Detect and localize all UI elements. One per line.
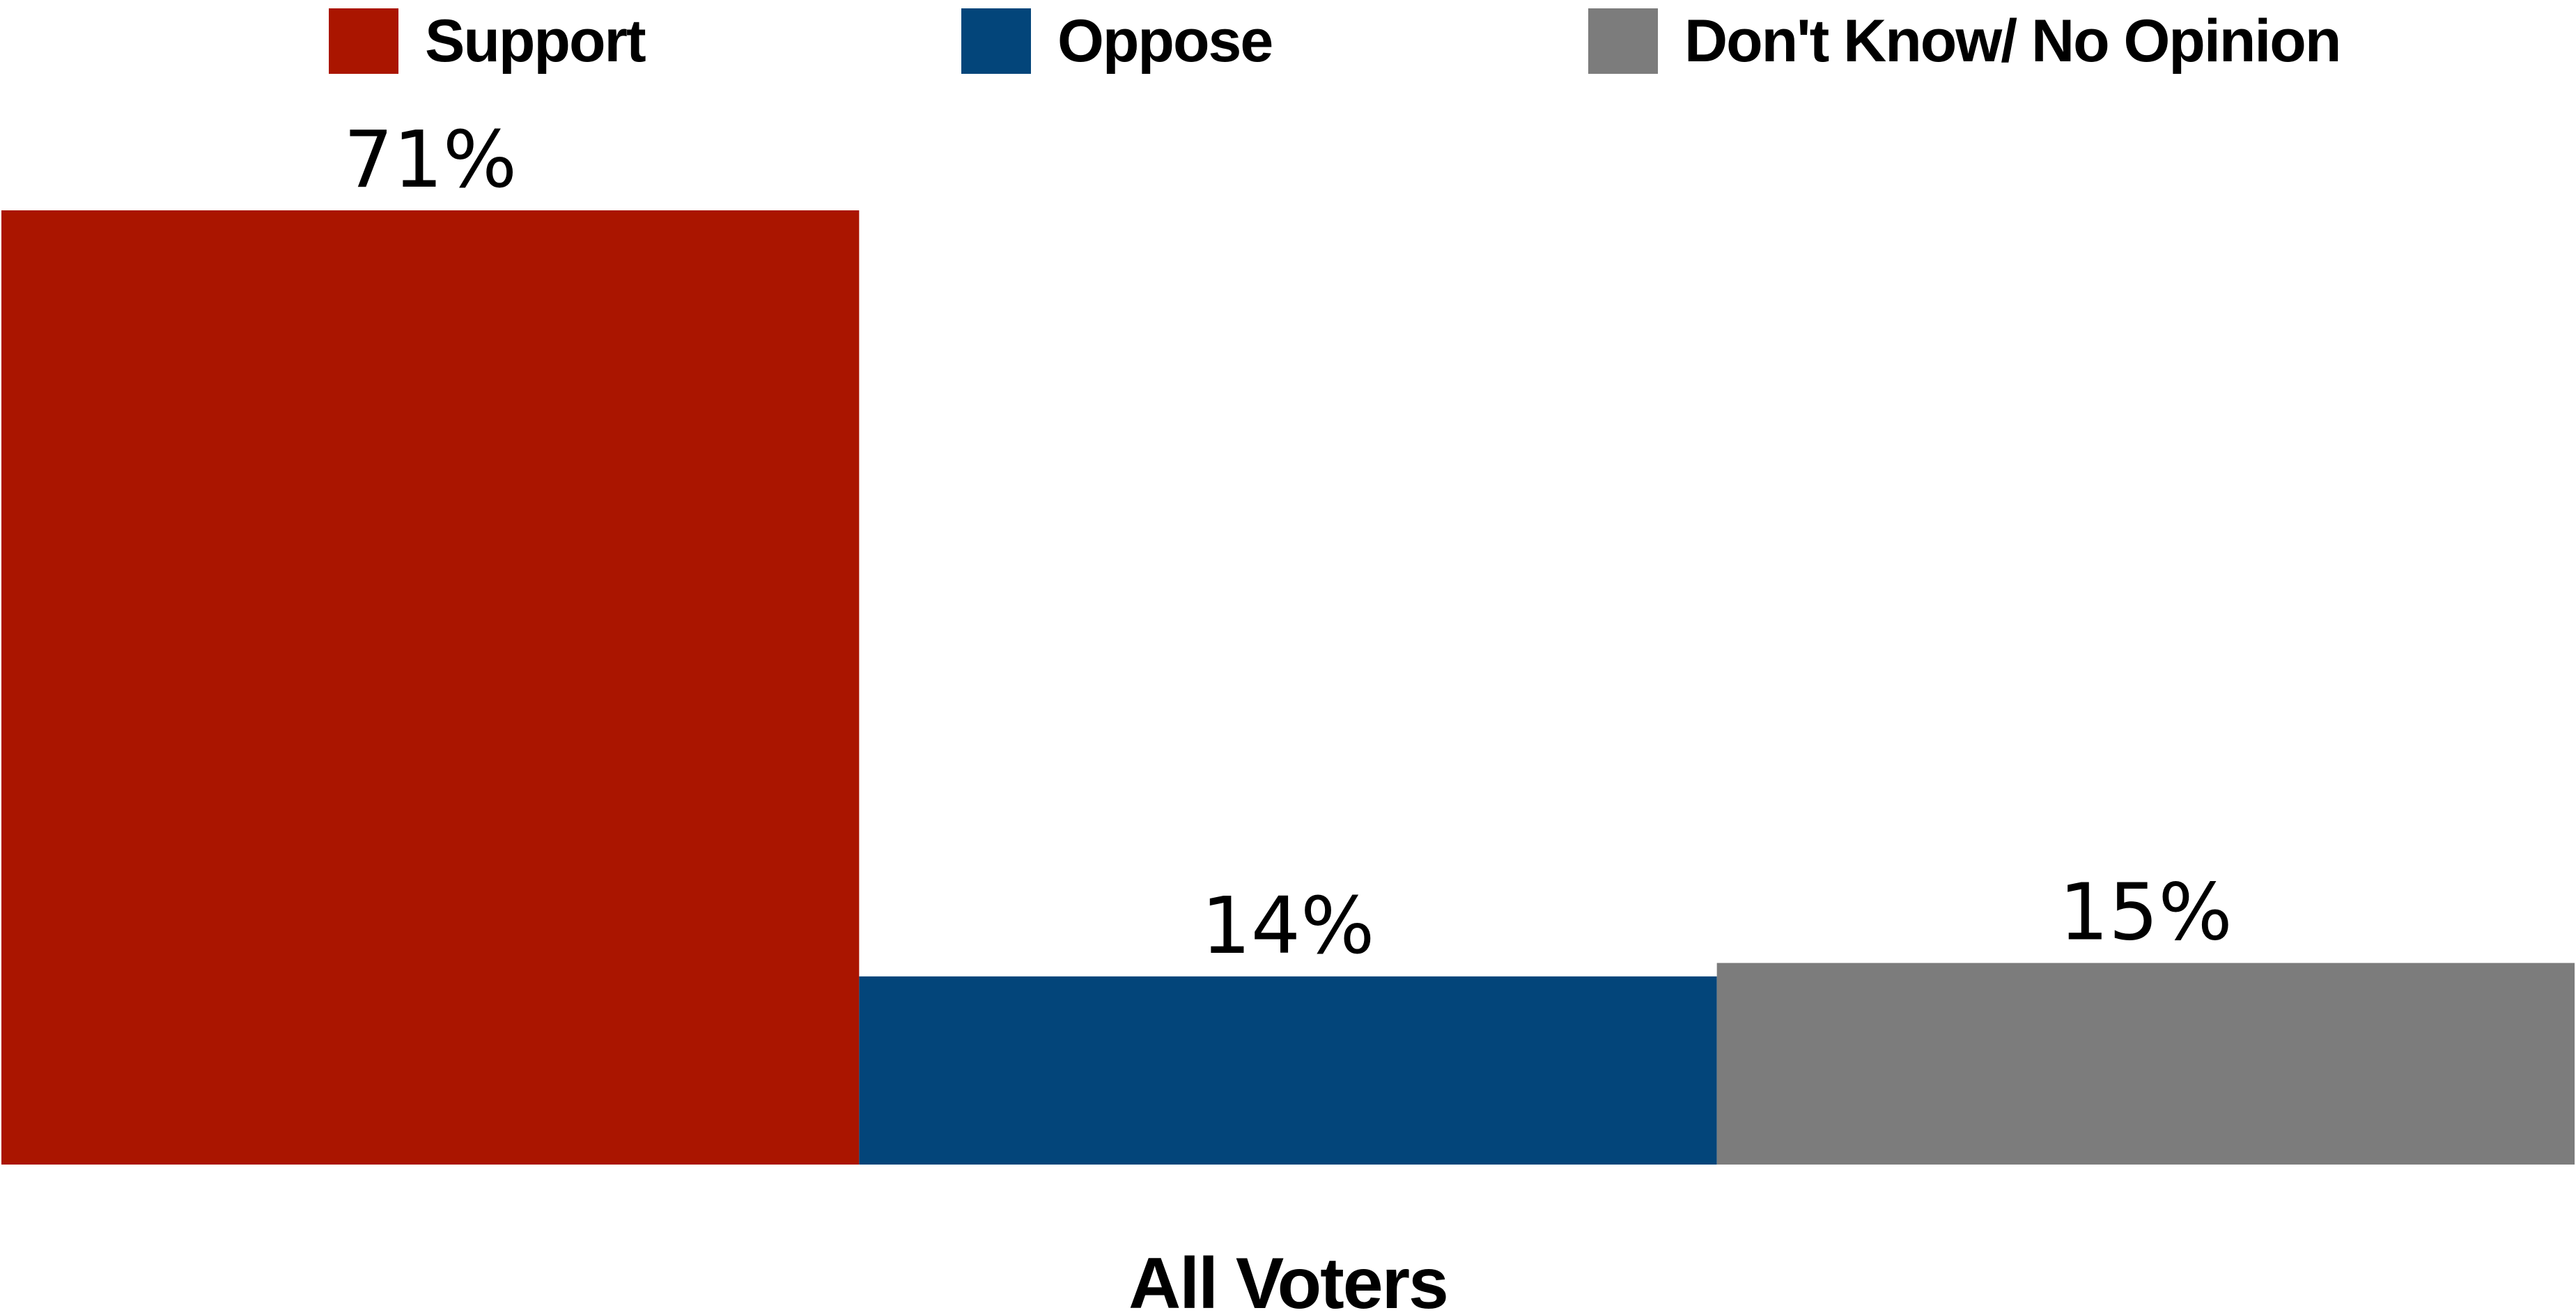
data-label-support: 71%	[343, 115, 517, 205]
chart-category-labels: All Voters	[1128, 1243, 1449, 1315]
category-label-all-voters: All Voters	[1128, 1243, 1448, 1315]
data-label-don-t-know-no-opinion: 15%	[2059, 868, 2233, 958]
legend-swatch-oppose	[961, 8, 1031, 74]
legend-label-support: Support	[425, 8, 646, 75]
bar-support	[1, 210, 860, 1165]
bar-oppose	[859, 976, 1717, 1165]
legend-label-oppose: Oppose	[1057, 8, 1272, 75]
legend-swatch-don-t-know-no-opinion	[1588, 8, 1658, 74]
chart-legend: Support Oppose Don't Know/ No Opinion	[329, 8, 2341, 75]
chart-bars	[1, 210, 2575, 1165]
legend-label-don-t-know-no-opinion: Don't Know/ No Opinion	[1684, 8, 2340, 75]
data-label-oppose: 14%	[1202, 881, 1375, 972]
bar-don-t-know-no-opinion	[1716, 963, 2575, 1165]
legend-swatch-support	[329, 8, 398, 74]
chart-data-labels: 71% 14% 15%	[343, 115, 2233, 972]
